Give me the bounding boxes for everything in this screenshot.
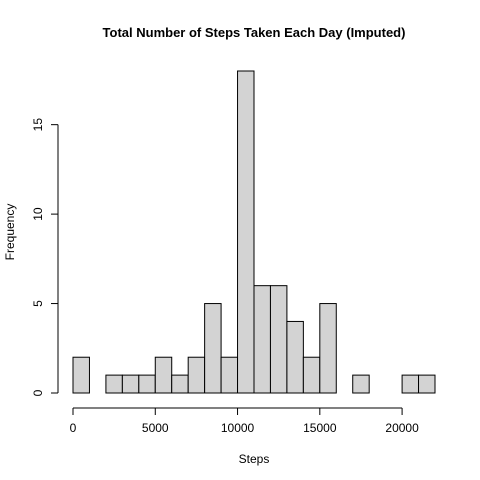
bars-group xyxy=(72,70,436,394)
histogram-bar xyxy=(253,285,271,394)
histogram-bar xyxy=(154,356,173,394)
histogram-bar xyxy=(418,374,436,394)
y-tick-label: 15 xyxy=(31,118,45,132)
x-tick-label: 15000 xyxy=(303,421,337,435)
histogram-bar xyxy=(121,374,140,394)
histogram-bar xyxy=(286,320,304,394)
y-tick-label: 0 xyxy=(31,389,45,396)
x-axis: 0 5000 10000 15000 20000 xyxy=(70,407,419,435)
x-tick-label: 0 xyxy=(70,421,77,435)
y-axis: 0 5 10 15 xyxy=(31,118,59,396)
histogram-bar xyxy=(72,356,90,394)
histogram-bar xyxy=(105,374,123,394)
x-axis-label: Steps xyxy=(239,452,270,466)
histogram-bar xyxy=(220,356,239,394)
histogram-bar xyxy=(204,303,222,394)
histogram-bar xyxy=(352,374,370,394)
histogram-bar xyxy=(171,374,189,394)
histogram-bar xyxy=(138,374,156,394)
histogram-bar xyxy=(401,374,420,394)
chart-title: Total Number of Steps Taken Each Day (Im… xyxy=(103,25,406,40)
x-tick-label: 20000 xyxy=(385,421,419,435)
y-axis-label: Frequency xyxy=(3,204,17,261)
x-tick-label: 10000 xyxy=(221,421,255,435)
histogram-bar xyxy=(269,285,288,394)
y-tick-label: 10 xyxy=(31,207,45,221)
histogram-bar xyxy=(302,356,321,394)
histogram-bar xyxy=(187,356,206,394)
histogram-bar xyxy=(319,303,337,394)
x-tick-label: 5000 xyxy=(142,421,169,435)
histogram-bar xyxy=(237,70,255,394)
y-tick-label: 5 xyxy=(31,300,45,307)
